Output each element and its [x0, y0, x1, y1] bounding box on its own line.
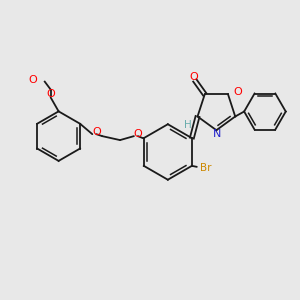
Text: O: O — [92, 127, 100, 137]
Text: O: O — [28, 75, 37, 85]
Text: O: O — [46, 88, 55, 98]
Text: H: H — [184, 120, 192, 130]
Text: O: O — [134, 129, 142, 139]
Text: O: O — [233, 87, 242, 98]
Text: O: O — [190, 71, 198, 82]
Text: Br: Br — [200, 163, 211, 173]
Text: N: N — [213, 129, 222, 139]
